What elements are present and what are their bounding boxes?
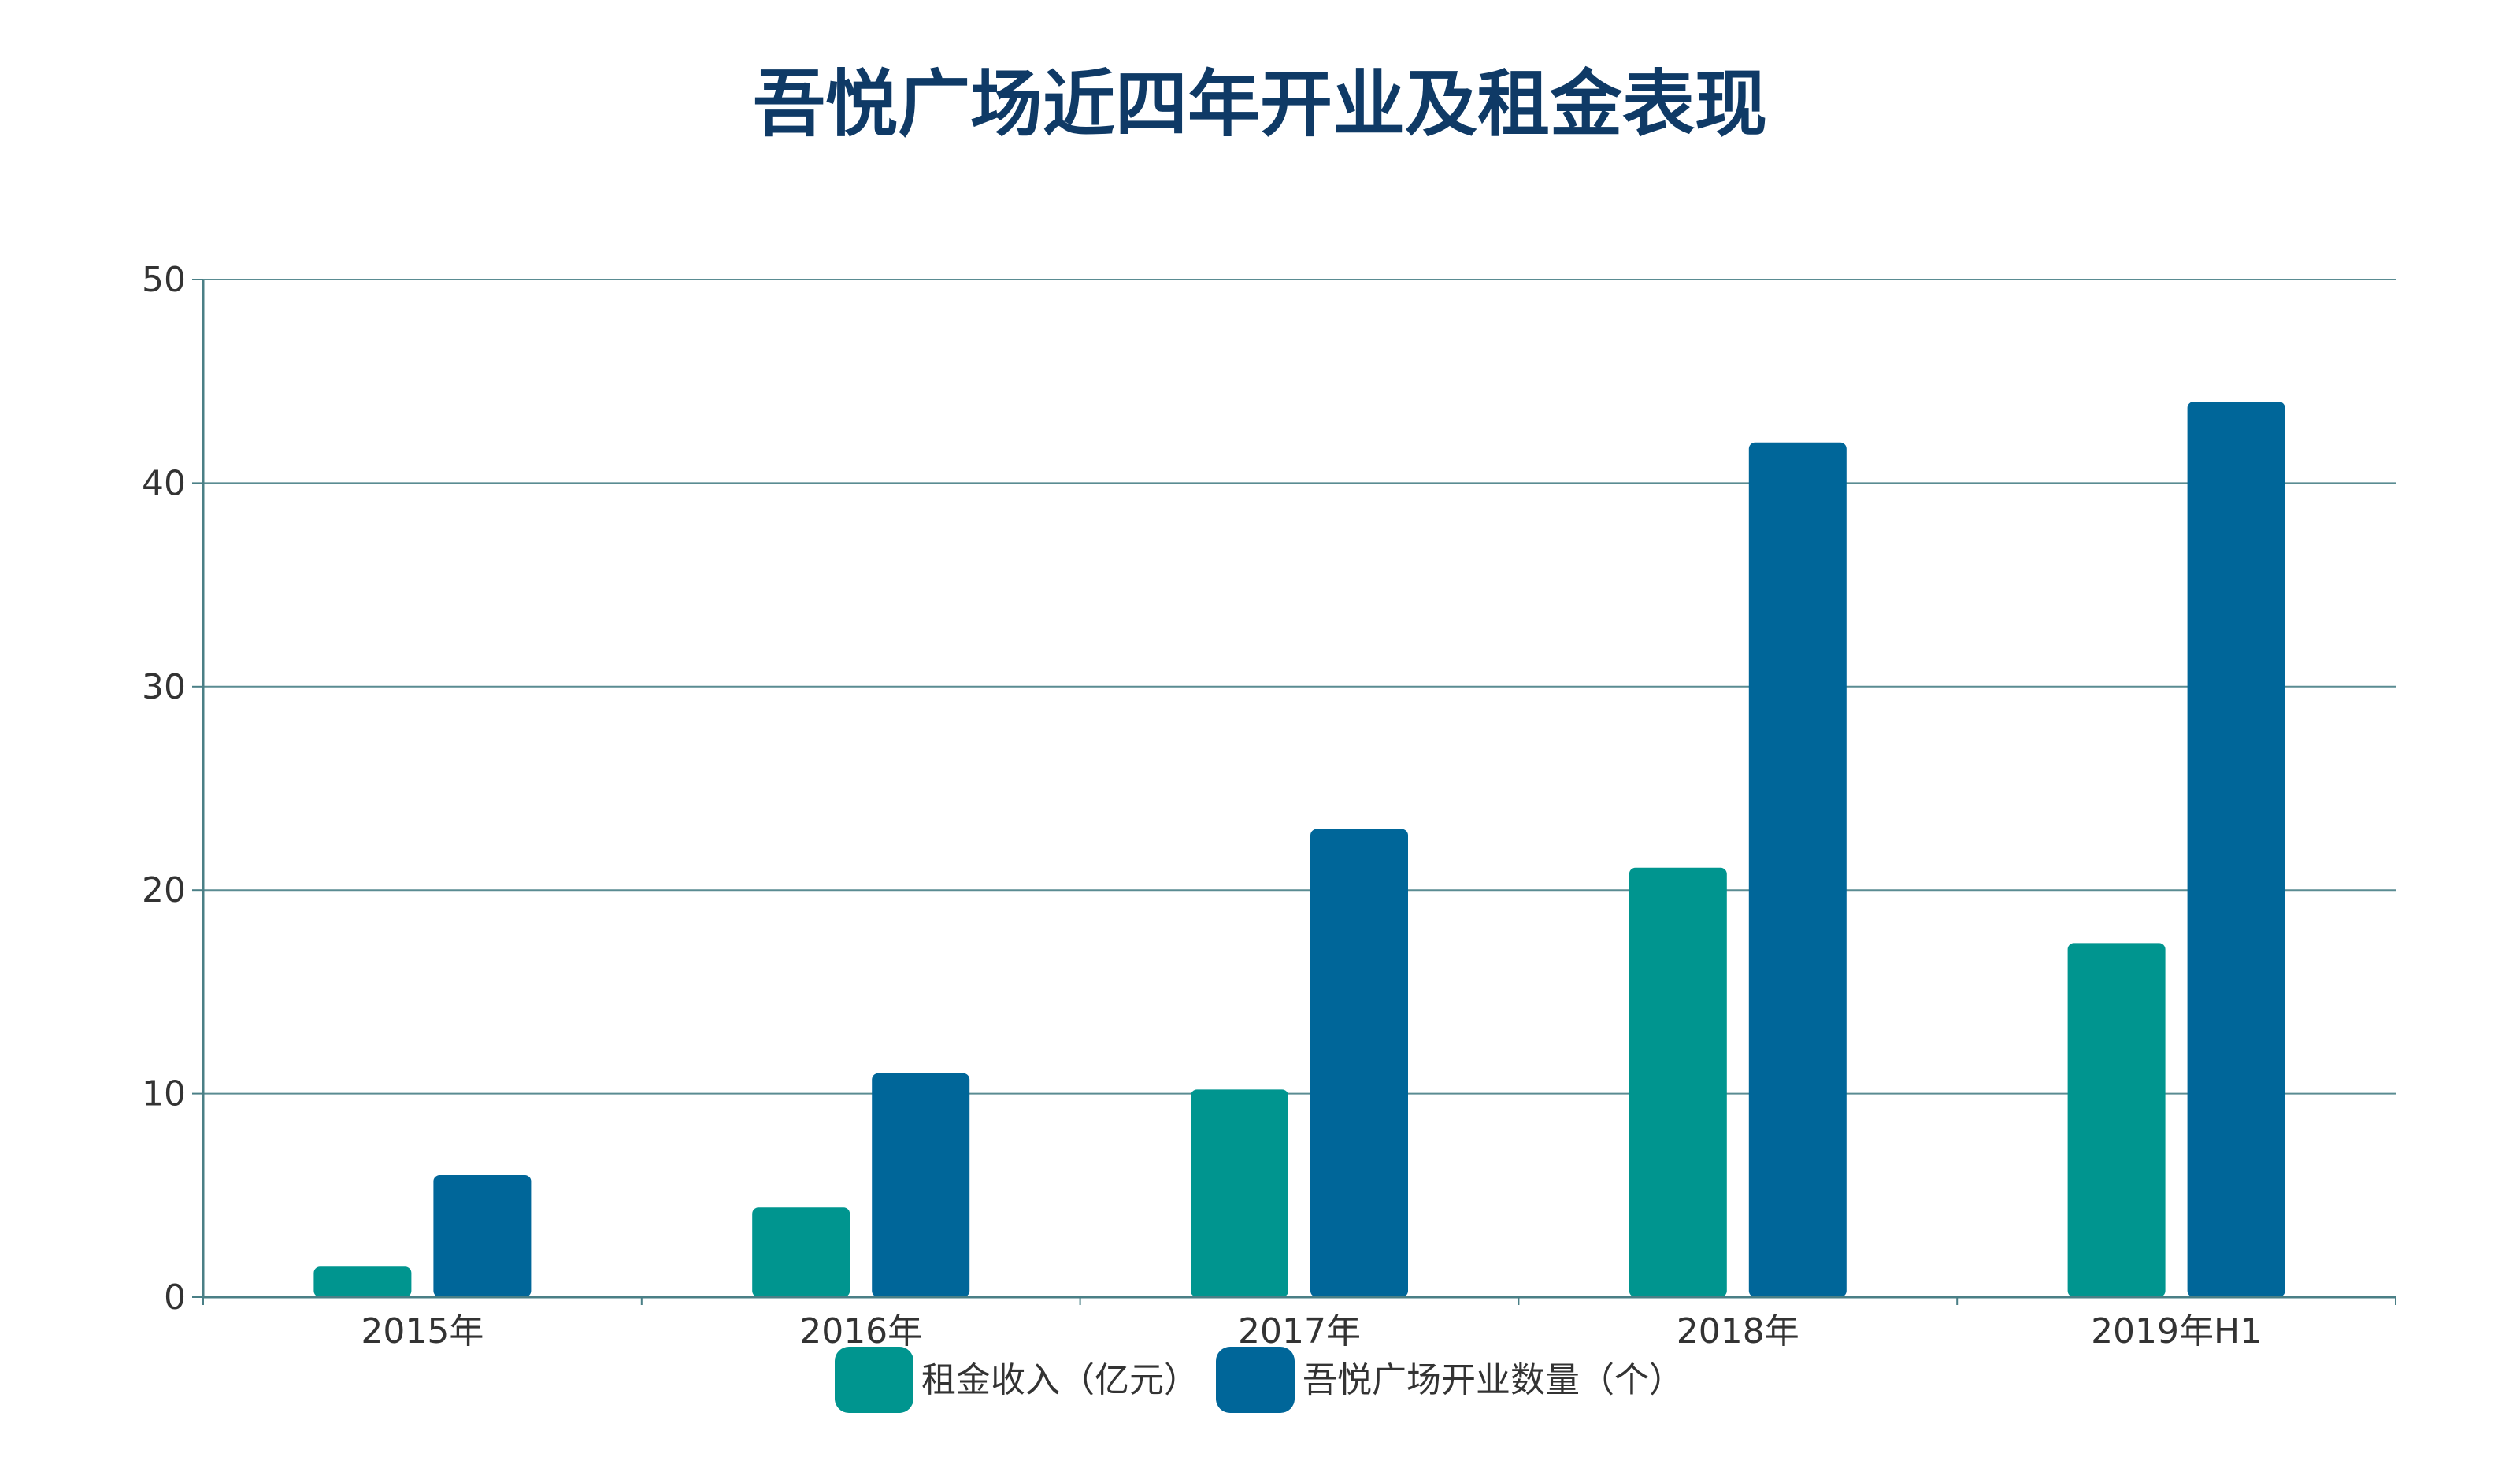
bar-rent-income	[2067, 943, 2166, 1297]
x-tick-label: 2015年	[361, 1311, 484, 1351]
bar-mall-openings	[1748, 442, 1847, 1297]
legend-item: 租金收入（亿元）	[835, 1347, 1199, 1413]
y-tick-label: 40	[142, 463, 186, 503]
y-tick-label: 20	[142, 870, 186, 910]
bar-mall-openings	[2187, 402, 2285, 1297]
bar-rent-income	[1191, 1089, 1288, 1297]
legend-swatch	[1216, 1347, 1295, 1413]
bar-rent-income	[1629, 867, 1727, 1297]
legend: 租金收入（亿元） 吾悦广场开业数量（个）	[835, 1347, 1684, 1413]
bar-mall-openings	[1310, 829, 1408, 1297]
x-tick-label: 2018年	[1677, 1311, 1799, 1351]
legend-label: 租金收入（亿元）	[921, 1360, 1199, 1400]
x-axis: 2015年 2016年 2017年 2018年 2019年H1	[202, 1296, 2396, 1351]
legend-label: 吾悦广场开业数量（个）	[1303, 1360, 1684, 1400]
chart-title: 吾悦广场近四年开业及租金表现	[752, 62, 1767, 146]
bar-rent-income	[752, 1207, 850, 1297]
bar-mall-openings	[433, 1174, 532, 1297]
y-tick-label: 10	[142, 1074, 186, 1114]
y-tick-label: 50	[142, 260, 186, 300]
x-tick-label: 2016年	[799, 1311, 922, 1351]
bars	[313, 402, 2285, 1297]
y-tick-label: 30	[142, 667, 186, 707]
y-axis: 0 10 20 30 40 50	[142, 260, 205, 1318]
x-tick-label: 2017年	[1238, 1311, 1361, 1351]
legend-item: 吾悦广场开业数量（个）	[1216, 1347, 1684, 1413]
y-tick-label: 0	[164, 1277, 186, 1318]
bar-rent-income	[313, 1266, 412, 1297]
legend-swatch	[835, 1347, 914, 1413]
x-tick-label: 2019年H1	[2091, 1311, 2262, 1351]
gridlines	[203, 279, 2396, 1095]
bar-mall-openings	[872, 1073, 970, 1297]
